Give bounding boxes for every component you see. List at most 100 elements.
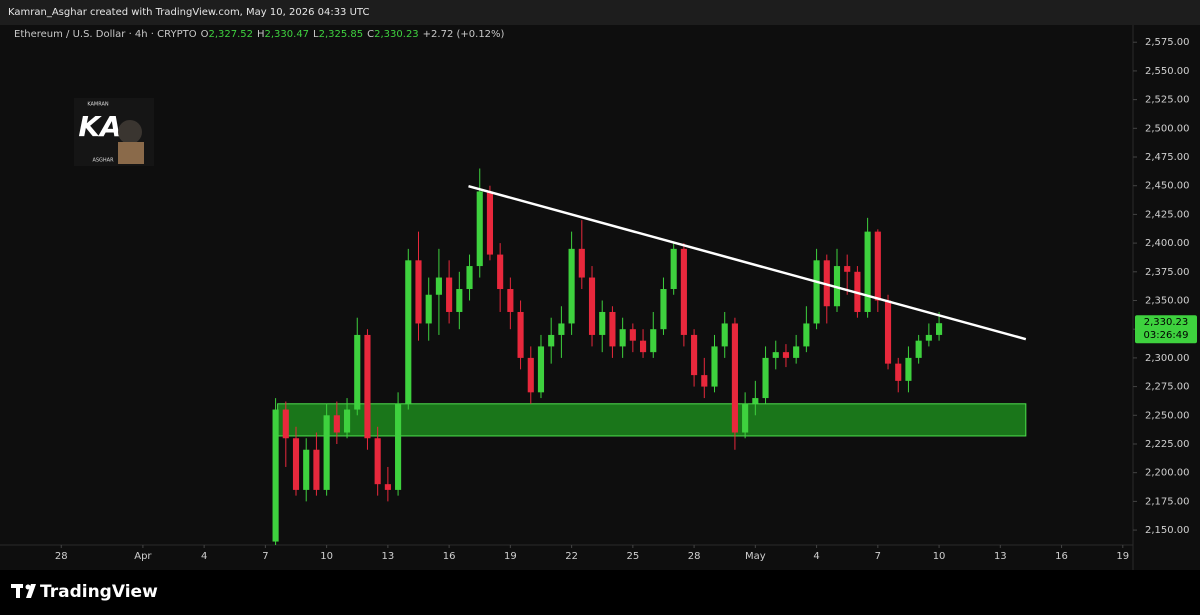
y-tick-label: 2,375.00 — [1145, 267, 1190, 278]
candle-body — [915, 340, 922, 358]
top-bar — [0, 0, 1200, 25]
x-tick-label: 16 — [1055, 551, 1068, 562]
candle-body — [282, 409, 289, 439]
candle-body — [476, 191, 483, 267]
candle-body — [435, 277, 442, 295]
avatar-body — [118, 142, 144, 164]
y-tick-label: 2,175.00 — [1145, 496, 1190, 507]
y-tick-label: 2,400.00 — [1145, 238, 1190, 249]
candle-body — [333, 415, 340, 433]
y-tick-label: 2,500.00 — [1145, 123, 1190, 134]
candle-body — [721, 323, 728, 347]
logo-part — [25, 584, 31, 590]
candle-body — [936, 323, 943, 335]
candle-body — [486, 191, 494, 255]
candle-body — [548, 334, 555, 347]
candle-body — [680, 248, 687, 335]
y-tick-label: 2,200.00 — [1145, 468, 1190, 479]
candle-body — [537, 346, 545, 393]
candle-body — [691, 334, 698, 376]
candle-body — [384, 484, 391, 490]
candle-body — [588, 277, 596, 335]
candle-body — [599, 311, 606, 335]
x-tick-label: 7 — [262, 551, 268, 562]
logo-part — [26, 584, 36, 598]
candle-body — [742, 403, 749, 433]
x-tick-label: 22 — [565, 551, 578, 562]
y-tick-label: 2,300.00 — [1145, 353, 1190, 364]
candle-body — [568, 248, 575, 324]
candle-body — [803, 323, 810, 347]
candle-body — [619, 329, 626, 347]
x-tick-label: 4 — [813, 551, 819, 562]
candle-body — [762, 357, 769, 399]
plot-background — [0, 25, 1200, 570]
candle-body — [272, 409, 279, 542]
caption: Kamran_Asghar created with TradingView.c… — [8, 7, 369, 18]
candle-body — [650, 329, 657, 353]
y-tick-label: 2,450.00 — [1145, 181, 1190, 192]
candle-body — [354, 334, 361, 410]
x-tick-label: May — [745, 551, 766, 562]
watermark-mark: KA — [78, 110, 121, 143]
x-tick-label: 7 — [875, 551, 881, 562]
candle-body — [446, 277, 453, 312]
x-tick-label: 10 — [933, 551, 946, 562]
y-tick-label: 2,150.00 — [1145, 525, 1190, 536]
candle-body — [405, 260, 412, 404]
x-tick-label: 28 — [688, 551, 701, 562]
candle-body — [466, 266, 473, 290]
candle-body — [905, 357, 912, 381]
legend-value: 2,325.85 — [318, 29, 364, 40]
candle-body — [874, 231, 881, 301]
legend-value: 2,330.47 — [264, 29, 310, 40]
x-tick-label: 13 — [994, 551, 1007, 562]
legend-key: O — [200, 29, 209, 40]
candle-body — [752, 398, 759, 404]
y-tick-label: 2,275.00 — [1145, 382, 1190, 393]
candle-body — [609, 311, 616, 347]
candle-body — [313, 449, 320, 490]
y-tick-label: 2,550.00 — [1145, 66, 1190, 77]
x-tick-label: 4 — [201, 551, 207, 562]
x-tick-label: 28 — [55, 551, 68, 562]
candle-body — [517, 311, 524, 358]
candle-body — [343, 409, 351, 433]
price-tag-label: 2,330.23 — [1144, 317, 1189, 328]
candle-body — [731, 323, 738, 433]
legend-value: 2,327.52 — [208, 29, 253, 40]
candle-body — [884, 300, 892, 364]
candle-body — [701, 375, 708, 387]
y-tick-label: 2,475.00 — [1145, 152, 1190, 163]
candle-body — [639, 340, 647, 353]
trendline — [468, 184, 1027, 341]
legend-key: L — [313, 29, 319, 40]
candle-body — [772, 352, 779, 358]
candle-body — [925, 334, 932, 341]
legend-change: +2.72 (+0.12%) — [422, 29, 505, 40]
footer-brand: TradingView — [40, 582, 158, 602]
footer — [0, 570, 1200, 615]
candle-body — [303, 449, 310, 490]
x-tick-label: Apr — [134, 551, 152, 562]
candle-body — [844, 266, 851, 272]
x-tick-label: 19 — [1116, 551, 1129, 562]
legend-key: H — [256, 29, 265, 40]
y-tick-label: 2,350.00 — [1145, 295, 1190, 306]
candle-body — [497, 254, 504, 290]
support-zone — [277, 403, 1027, 437]
candle-body — [425, 294, 432, 324]
legend-key: C — [367, 29, 375, 40]
candle-body — [670, 248, 677, 290]
candle-body — [895, 363, 902, 381]
candle-body — [415, 260, 422, 324]
candle-body — [395, 403, 402, 490]
x-tick-label: 10 — [320, 551, 333, 562]
candle-body — [323, 415, 330, 490]
price-tag-countdown: 03:26:49 — [1144, 330, 1189, 341]
candle-body — [813, 260, 820, 324]
candle-body — [364, 334, 371, 439]
